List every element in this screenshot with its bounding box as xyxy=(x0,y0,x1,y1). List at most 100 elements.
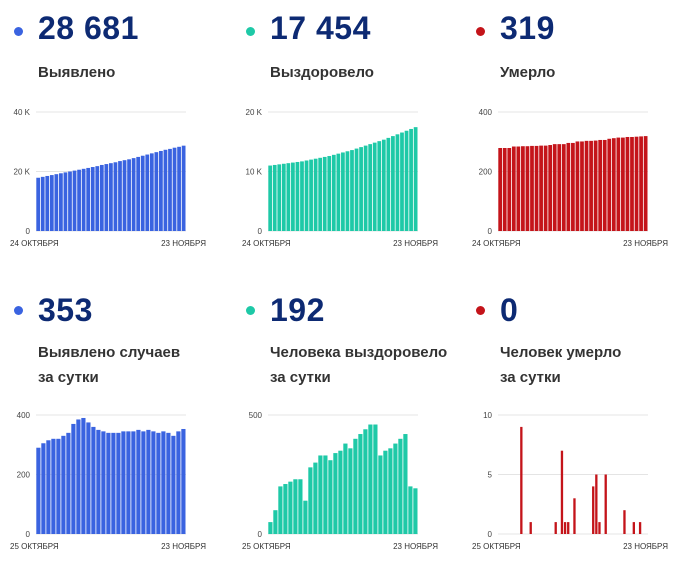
bar xyxy=(181,145,186,231)
bar xyxy=(598,139,603,231)
bar xyxy=(99,164,104,231)
bar xyxy=(51,438,56,534)
bar xyxy=(391,136,395,231)
status-dot-icon xyxy=(14,27,23,36)
x-tick-label-end: 23 НОЯБРЯ xyxy=(161,542,206,551)
bar xyxy=(621,137,625,231)
bar xyxy=(548,145,553,231)
bar xyxy=(308,467,313,534)
y-tick-label: 0 xyxy=(258,530,263,539)
bar xyxy=(295,161,300,231)
bar xyxy=(341,152,345,231)
bar xyxy=(529,522,532,534)
bar xyxy=(521,146,525,231)
bar xyxy=(66,432,71,534)
y-tick-label: 200 xyxy=(17,471,31,480)
bar xyxy=(86,167,91,231)
bar xyxy=(566,142,571,231)
bar xyxy=(90,167,95,231)
bar xyxy=(59,173,63,231)
stat-label-line: Выявлено xyxy=(38,64,116,81)
bar xyxy=(136,156,141,231)
bar xyxy=(181,428,186,534)
bar xyxy=(304,160,309,231)
bar xyxy=(116,432,121,534)
x-tick-label-start: 24 ОКТЯБРЯ xyxy=(242,239,291,248)
bar xyxy=(141,431,146,534)
y-tick-label: 10 K xyxy=(246,168,263,177)
bar xyxy=(328,460,333,534)
bar xyxy=(575,141,580,231)
bar xyxy=(359,147,363,231)
bar xyxy=(136,429,141,534)
bar xyxy=(348,448,353,534)
bar xyxy=(101,431,106,534)
y-tick-label: 10 xyxy=(483,411,492,420)
x-tick-label-end: 23 НОЯБРЯ xyxy=(623,239,668,248)
bar xyxy=(281,163,286,231)
bar xyxy=(630,136,634,231)
bar xyxy=(584,140,589,231)
bar xyxy=(516,146,521,231)
bar xyxy=(126,431,131,534)
y-tick-label: 40 K xyxy=(14,108,31,117)
bar xyxy=(177,146,181,231)
x-tick-label-end: 23 НОЯБРЯ xyxy=(393,239,438,248)
x-tick-label-start: 24 ОКТЯБРЯ xyxy=(472,239,521,248)
bar xyxy=(409,128,413,231)
bar xyxy=(159,150,163,231)
bar xyxy=(338,450,343,534)
stat-label: Выявлено xyxy=(38,60,115,85)
bar xyxy=(54,174,59,231)
bar xyxy=(113,162,118,231)
y-tick-label: 20 K xyxy=(246,108,263,117)
stat-label: Человек умерло за сутки xyxy=(500,340,621,390)
bar xyxy=(149,153,154,231)
bar xyxy=(625,136,630,231)
bar xyxy=(383,450,388,534)
bar xyxy=(623,510,626,534)
y-tick-label: 0 xyxy=(488,227,493,236)
bar xyxy=(131,431,136,534)
stat-label-line: за сутки xyxy=(270,369,331,386)
y-tick-label: 200 xyxy=(479,168,493,177)
bar xyxy=(498,147,503,231)
stat-label: Умерло xyxy=(500,60,555,85)
bar xyxy=(140,155,145,231)
bar xyxy=(403,434,408,534)
stat-label-line: за сутки xyxy=(500,369,561,386)
bar xyxy=(616,137,621,231)
stat-number: 0 xyxy=(500,292,519,328)
bar xyxy=(131,158,136,231)
bar xyxy=(278,486,283,534)
bar xyxy=(395,134,400,231)
bar xyxy=(121,431,126,534)
y-tick-label: 0 xyxy=(26,530,31,539)
stat-label-line: Выявлено случаев xyxy=(38,344,181,361)
bar xyxy=(322,156,327,231)
bar xyxy=(283,484,288,534)
bar xyxy=(156,432,161,534)
bar xyxy=(71,423,76,534)
x-tick-label-end: 23 НОЯБРЯ xyxy=(161,239,206,248)
y-tick-label: 20 K xyxy=(14,168,31,177)
bar xyxy=(343,443,348,534)
bar xyxy=(104,164,109,231)
bar xyxy=(171,435,176,534)
bar xyxy=(363,145,368,231)
stat-label-line: Человека выздоровело xyxy=(270,344,448,361)
bar xyxy=(573,498,576,534)
bar xyxy=(561,144,566,231)
x-tick-label-end: 23 НОЯБРЯ xyxy=(393,542,438,551)
bar xyxy=(400,132,404,231)
bar xyxy=(36,447,41,534)
bar xyxy=(345,151,350,231)
bar xyxy=(378,455,383,534)
bar xyxy=(388,448,393,534)
x-tick-label-start: 25 ОКТЯБРЯ xyxy=(242,542,291,551)
bar-chart: 0 200 400 24 ОКТЯБРЯ 23 НОЯБРЯ xyxy=(472,108,668,248)
stat-label: Выздоровело xyxy=(270,60,374,85)
bar xyxy=(639,136,643,231)
x-tick-label-start: 25 ОКТЯБРЯ xyxy=(10,542,59,551)
bar xyxy=(368,144,373,231)
